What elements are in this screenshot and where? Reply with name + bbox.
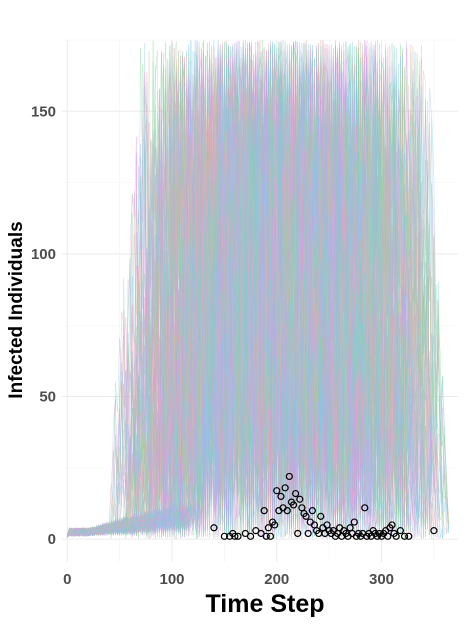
observed-point — [246, 532, 255, 540]
trajectory-line — [66, 40, 443, 540]
observed-point — [296, 495, 304, 503]
trajectory-line — [66, 55, 328, 539]
observed-point — [317, 512, 325, 520]
observed-point — [257, 529, 265, 538]
observed-point — [210, 524, 218, 532]
observed-point — [396, 527, 404, 535]
observed-point — [388, 521, 396, 529]
observed-point — [302, 512, 310, 520]
observed-point — [283, 507, 291, 515]
x-tick-label: 0 — [63, 571, 71, 588]
observed-point — [260, 507, 268, 515]
observed-point — [400, 532, 409, 540]
observed-point — [277, 492, 285, 500]
observed-point — [285, 472, 293, 481]
observed-point — [241, 529, 249, 538]
observed-point — [384, 532, 392, 540]
observed-point — [262, 532, 270, 540]
y-tick-label: 50 — [39, 389, 56, 406]
trajectory-line — [66, 40, 372, 538]
observed-point — [234, 532, 242, 540]
trajectory-line — [67, 43, 363, 537]
y-tick-label: 0 — [48, 531, 56, 548]
observed-point — [220, 532, 228, 540]
observed-point — [271, 521, 279, 529]
observed-point — [294, 529, 302, 538]
observed-point — [289, 501, 298, 509]
y-tick-label: 150 — [31, 103, 56, 120]
x-tick-label: 100 — [159, 571, 184, 588]
observed-point — [273, 487, 281, 495]
observed-point — [430, 527, 438, 535]
observed-point — [266, 532, 275, 540]
x-tick-label: 200 — [264, 571, 289, 588]
observed-point — [264, 524, 272, 532]
observed-point — [281, 484, 289, 492]
observed-point — [308, 507, 316, 515]
observed-point — [252, 527, 260, 535]
observed-point — [392, 532, 400, 540]
axis-ticks: 0 100 200 300 0 50 100 150 — [31, 103, 394, 588]
observed-point — [350, 518, 358, 526]
observed-point — [304, 529, 312, 538]
observed-points — [210, 472, 438, 540]
observed-point — [231, 532, 239, 540]
observed-point — [292, 489, 300, 498]
x-tick-label: 300 — [369, 571, 394, 588]
y-axis-title: Infected Individuals — [6, 221, 27, 398]
observed-point — [405, 532, 413, 540]
observed-point — [361, 504, 369, 512]
trajectory-line — [66, 43, 386, 538]
simulated-trajectories — [66, 39, 449, 540]
trajectory-line — [67, 40, 433, 539]
x-axis-title: Time Step — [205, 590, 324, 618]
y-tick-label: 100 — [31, 246, 56, 263]
